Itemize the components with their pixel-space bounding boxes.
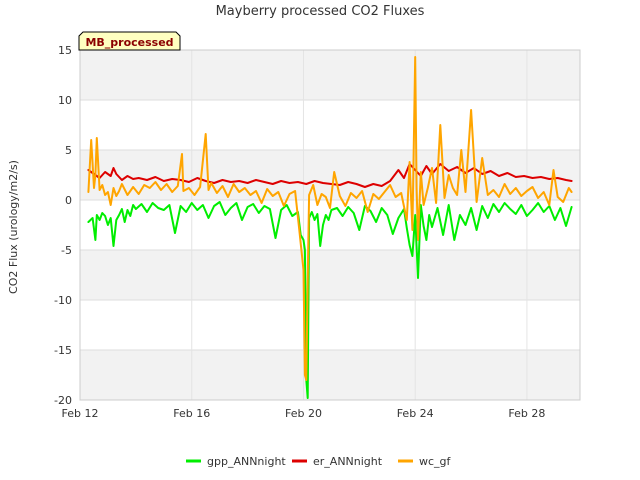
source-badge-box [78, 31, 181, 51]
source-badge: MB_processed [78, 31, 181, 51]
series-lines [87, 56, 573, 399]
x-tick-label: Feb 12 [62, 407, 99, 420]
y-tick-label: -20 [54, 394, 72, 407]
x-tick-label: Feb 16 [173, 407, 210, 420]
y-tick-label: 5 [65, 144, 72, 157]
x-tick-label: Feb 28 [508, 407, 545, 420]
x-tick-label: Feb 24 [397, 407, 434, 420]
background-band-3 [80, 350, 580, 400]
y-tick-label: -5 [61, 244, 72, 257]
legend-label-gpp_ANNnight: gpp_ANNnight [207, 455, 286, 468]
chart-title: Mayberry processed CO2 Fluxes [216, 4, 425, 19]
y-tick-label: 10 [58, 94, 72, 107]
source-badge-text: MB_processed [85, 36, 173, 49]
legend-label-wc_gf: wc_gf [419, 455, 452, 468]
y-tick-label: 0 [65, 194, 72, 207]
legend-label-er_ANNnight: er_ANNnight [313, 455, 383, 468]
y-tick-label: -10 [54, 294, 72, 307]
x-axis-tick-labels: Feb 12 Feb 16 Feb 20 Feb 24 Feb 28 [62, 407, 546, 420]
y-axis-tick-labels: 15 10 5 0 -5 -10 -15 -20 [54, 44, 72, 407]
background-band-2 [80, 250, 580, 300]
plot-area-background [80, 50, 580, 400]
y-axis-label: CO2 Flux (urology/m2/s) [7, 160, 20, 294]
y-tick-label: 15 [58, 44, 72, 57]
x-tick-label: Feb 20 [285, 407, 322, 420]
series-line-wc_gf [87, 56, 573, 381]
y-tick-label: -15 [54, 344, 72, 357]
plot-frame [79, 49, 581, 401]
legend: gpp_ANNnight er_ANNnight wc_gf [186, 455, 452, 468]
series-line-gpp_ANNnight [87, 201, 573, 399]
background-band-1 [80, 150, 580, 200]
background-band-0 [80, 50, 580, 100]
